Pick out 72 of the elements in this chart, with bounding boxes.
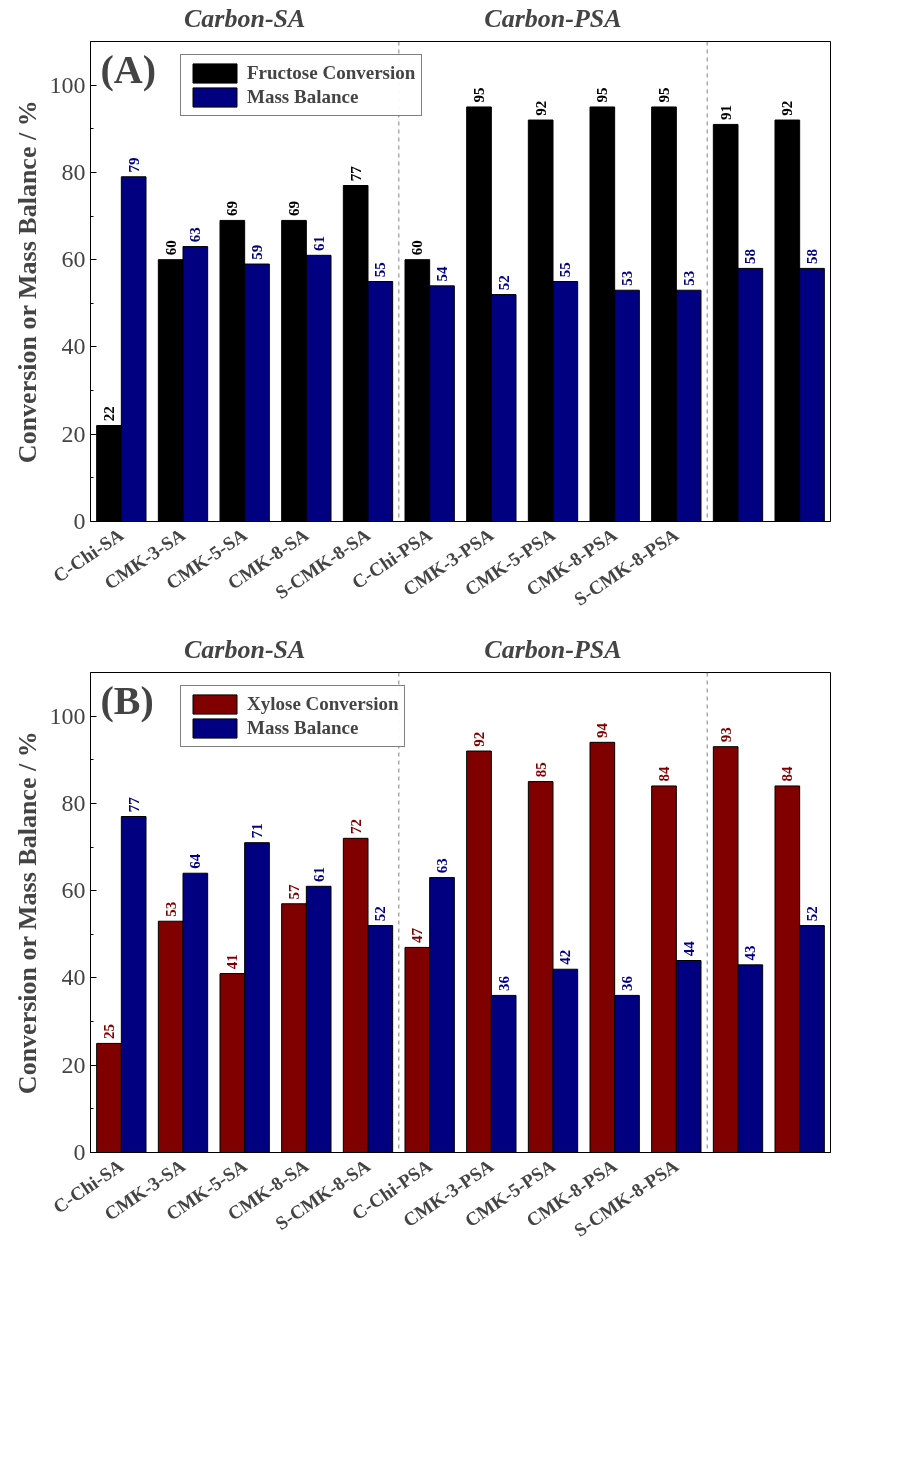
y-axis-title: Conversion or Mass Balance / % — [12, 731, 42, 1095]
data-label: 57 — [286, 883, 302, 900]
data-label: 52 — [372, 906, 389, 922]
data-label: 47 — [409, 927, 426, 944]
y-tick-label: 0 — [73, 1139, 86, 1165]
data-label: 79 — [125, 157, 142, 173]
text: Carbon-PSA — [484, 3, 622, 33]
data-label: 69 — [224, 201, 241, 217]
data-label: 61 — [310, 235, 327, 251]
data-label: 71 — [249, 823, 265, 839]
data-label: 53 — [680, 270, 697, 286]
data-label: 36 — [619, 975, 635, 992]
data-label: 77 — [347, 165, 364, 182]
annotation: (B) — [100, 677, 154, 723]
data-label: 54 — [434, 266, 450, 282]
data-label: 63 — [434, 858, 450, 874]
y-tick-label: 80 — [61, 789, 86, 816]
data-label: 59 — [249, 244, 265, 260]
text: Carbon-SA — [183, 3, 306, 33]
data-label: 25 — [101, 1024, 117, 1040]
y-axis-title: Conversion or Mass Balance / % — [12, 100, 42, 464]
annotation: (A) — [100, 46, 157, 92]
data-label: 55 — [557, 262, 574, 278]
y-tick-label: 0 — [73, 508, 86, 534]
y-tick-label: 60 — [61, 877, 86, 904]
data-label: 58 — [804, 249, 820, 265]
data-label: 92 — [779, 100, 796, 116]
data-label: 60 — [409, 240, 426, 256]
y-tick-label: 60 — [61, 246, 86, 273]
data-label: 84 — [779, 766, 796, 782]
data-label: 95 — [471, 87, 487, 103]
data-label: 69 — [286, 201, 302, 217]
data-label: 41 — [224, 954, 241, 970]
data-label: 61 — [310, 866, 327, 882]
data-label: 77 — [125, 796, 142, 813]
data-label: 42 — [557, 949, 574, 965]
data-label: 84 — [656, 766, 672, 782]
data-label: 44 — [680, 940, 697, 957]
data-label: 60 — [162, 240, 179, 256]
y-tick-label: 20 — [61, 420, 86, 447]
y-tick-label: 100 — [49, 702, 86, 729]
legend-label: Xylose Conversion — [247, 693, 399, 715]
y-tick-label: 40 — [61, 333, 86, 360]
legend-label: Fructose Conversion — [247, 62, 416, 84]
y-tick-label: 100 — [49, 71, 86, 98]
data-label: 91 — [717, 105, 734, 121]
data-label: 72 — [347, 818, 364, 834]
data-label: 58 — [742, 249, 759, 265]
data-label: 63 — [187, 227, 204, 243]
data-label: 43 — [742, 945, 759, 961]
data-label: 53 — [162, 901, 179, 917]
text: Carbon-SA — [183, 634, 306, 664]
legend-label: Mass Balance — [247, 86, 359, 108]
data-label: 52 — [495, 275, 512, 291]
data-label: 93 — [717, 727, 734, 743]
y-tick-label: 20 — [61, 1051, 86, 1078]
data-label: 55 — [372, 262, 389, 278]
data-label: 53 — [619, 270, 635, 286]
data-label: 92 — [471, 731, 487, 747]
y-tick-label: 80 — [61, 158, 86, 185]
data-label: 92 — [532, 100, 549, 116]
text: Carbon-PSA — [484, 634, 622, 664]
data-label: 95 — [594, 87, 611, 103]
data-label: 36 — [495, 975, 512, 992]
y-tick-label: 40 — [61, 964, 86, 991]
data-label: 85 — [532, 762, 549, 778]
data-label: 95 — [656, 87, 672, 103]
data-label: 64 — [187, 853, 204, 869]
data-label: 52 — [804, 906, 820, 922]
data-label: 94 — [594, 722, 611, 738]
data-label: 22 — [101, 406, 117, 422]
legend-label: Mass Balance — [247, 717, 359, 739]
